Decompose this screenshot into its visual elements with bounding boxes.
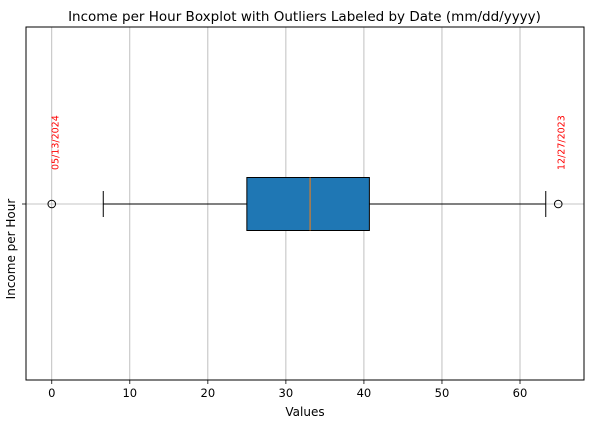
chart-title: Income per Hour Boxplot with Outliers La… [68, 9, 541, 25]
outlier-point [553, 199, 563, 209]
x-tick-label: 50 [435, 386, 450, 400]
plot-frame [25, 26, 585, 381]
x-tick-label: 20 [201, 386, 216, 400]
x-tick-label: 60 [513, 386, 528, 400]
y-axis-label: Income per Hour [4, 199, 18, 300]
x-axis-ticks: 0 10 20 30 40 50 60 [22, 203, 528, 400]
outlier-label: 05/13/2024 [50, 115, 61, 170]
x-tick-label: 0 [48, 386, 55, 400]
outlier-label: 12/27/2023 [557, 115, 568, 170]
x-tick-label: 40 [357, 386, 372, 400]
x-tick-label: 30 [279, 386, 294, 400]
plot-elements: 05/13/2024 12/27/2023 [47, 115, 568, 231]
iqr-box [246, 177, 370, 231]
outlier-point [47, 199, 57, 209]
x-axis-label: Values [285, 405, 324, 419]
x-tick-label: 10 [122, 386, 137, 400]
